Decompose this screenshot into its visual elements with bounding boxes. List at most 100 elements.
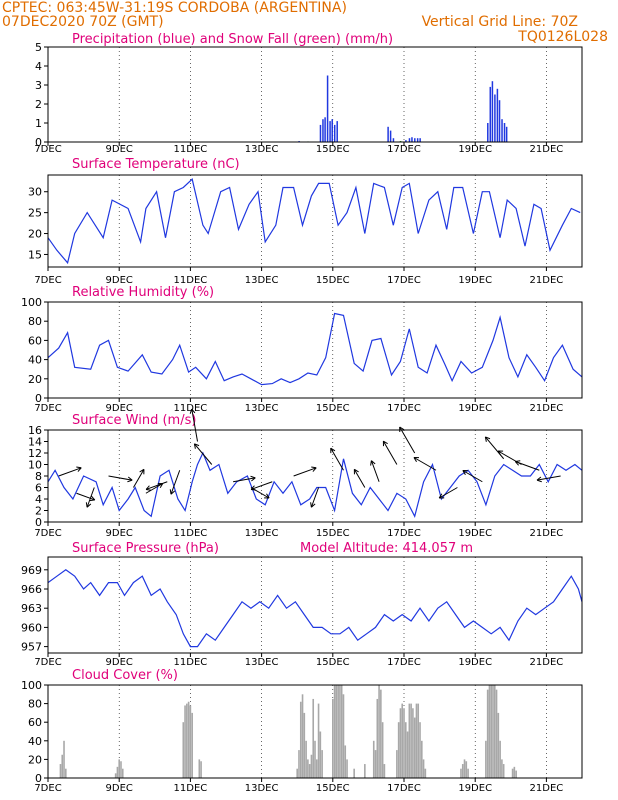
wind-arrow	[145, 481, 168, 490]
cloud-bar	[513, 766, 516, 778]
wind-arrow	[191, 408, 199, 442]
cloud-bar	[353, 768, 355, 778]
cloud-bar	[488, 685, 491, 778]
x-tick-label: 7DEC	[34, 144, 61, 155]
x-tick-label: 19DEC	[458, 144, 492, 155]
cloud-bar	[511, 768, 514, 778]
x-tick-label: 7DEC	[34, 528, 61, 539]
wind-arrow-head	[145, 485, 150, 490]
x-tick-label: 9DEC	[106, 144, 133, 155]
precip-bar	[333, 124, 336, 142]
cloud-bar	[465, 761, 468, 778]
wind-arrow	[233, 477, 256, 483]
cloud-bar	[186, 703, 188, 778]
wind-arrow	[484, 436, 505, 460]
y-tick-label: 1	[35, 117, 42, 130]
y-tick-label: 2	[35, 505, 42, 518]
cloud-title: Cloud Cover (%)	[72, 668, 178, 683]
precip-panel: Precipitation (blue) and Snow Fall (gree…	[34, 32, 583, 155]
wind-arrow	[145, 483, 164, 494]
y-tick-label: 60	[28, 334, 42, 347]
x-tick-label: 7DEC	[34, 783, 61, 794]
wind-arrow	[310, 487, 320, 508]
pressure-line	[47, 569, 583, 648]
cloud-bar	[299, 701, 302, 778]
cloud-bar	[406, 731, 409, 778]
cloud-bar	[374, 750, 377, 778]
x-tick-label: 11DEC	[174, 144, 208, 155]
y-tick-label: 4	[35, 493, 42, 506]
y-tick-label: 3	[35, 79, 42, 92]
cloud-bar	[296, 768, 299, 778]
cloud-frame	[47, 684, 583, 779]
precip-bar	[329, 121, 331, 142]
precip-bar	[331, 119, 333, 142]
precip-bar	[392, 138, 395, 142]
cloud-bar	[120, 761, 122, 778]
precip-bar	[411, 137, 413, 142]
cloud-bar	[380, 689, 382, 778]
wind-arrow-head	[354, 468, 359, 473]
run-header: 07DEC2020 70Z (GMT)	[2, 14, 164, 30]
cloud-bar	[460, 768, 462, 778]
y-tick-label: 16	[28, 424, 42, 437]
pressure-title: Surface Pressure (hPa)	[72, 541, 219, 556]
wind-arrow-head	[159, 483, 164, 489]
cloud-bar	[396, 750, 398, 778]
wind-arrow-head	[85, 502, 88, 508]
y-tick-label: 10	[28, 459, 42, 472]
y-tick-label: 14	[28, 436, 42, 449]
cloud-bar	[200, 761, 202, 778]
wind-arrow-head	[250, 475, 256, 479]
cloud-bar	[317, 703, 320, 778]
precip-bar	[503, 123, 506, 142]
cloud-bar	[298, 750, 300, 778]
cloud-bar	[307, 759, 309, 778]
wind-arrow-head	[311, 466, 317, 469]
cloud-bar	[337, 685, 339, 778]
x-tick-label: 17DEC	[387, 783, 421, 794]
wind-arrow	[438, 487, 458, 499]
precip-bar	[322, 119, 324, 142]
y-tick-label: 0	[35, 772, 42, 785]
cloud-bar	[198, 759, 201, 778]
precip-bar	[487, 123, 489, 142]
cloud-bar	[419, 722, 421, 778]
y-tick-label: 966	[21, 583, 42, 596]
x-tick-label: 15DEC	[316, 275, 350, 286]
cloud-bar	[417, 703, 420, 778]
cloud-bar	[182, 722, 185, 778]
x-tick-label: 15DEC	[316, 783, 350, 794]
cloud-bar	[189, 705, 192, 778]
wind-arrow	[194, 443, 213, 465]
x-tick-label: 9DEC	[106, 275, 133, 286]
wind-arrow-head	[312, 467, 317, 472]
wind-arrow-head	[413, 457, 417, 463]
y-tick-label: 40	[28, 735, 42, 748]
wind-arrow-head	[86, 503, 92, 508]
wind-arrow-head	[91, 495, 96, 501]
cloud-bar	[497, 712, 500, 778]
x-tick-label: 21DEC	[530, 403, 564, 414]
station-header: CPTEC: 063:45W-31:19S CORDOBA (ARGENTINA…	[2, 0, 347, 16]
panels: Precipitation (blue) and Snow Fall (gree…	[21, 32, 583, 794]
cloud-bar	[378, 685, 380, 778]
wind-arrow-head	[251, 488, 257, 491]
cloud-bar	[499, 740, 501, 778]
cloud-bar	[502, 764, 505, 778]
precip-bar	[419, 138, 421, 142]
x-tick-label: 11DEC	[174, 783, 208, 794]
wind-arrow-head	[170, 490, 176, 495]
x-tick-label: 21DEC	[530, 275, 564, 286]
wind-arrow-head	[146, 488, 152, 491]
cloud-bar	[364, 764, 366, 778]
wind-title: Surface Wind (m/s)	[72, 413, 196, 428]
pressure-frame	[47, 556, 583, 654]
wind-arrow-head	[399, 426, 405, 431]
cloud-bar	[486, 689, 489, 778]
x-tick-label: 19DEC	[458, 403, 492, 414]
humidity-line	[47, 312, 583, 386]
cloud-bar	[492, 685, 494, 778]
cloud-bar	[420, 740, 423, 778]
cloud-bar	[412, 708, 414, 778]
